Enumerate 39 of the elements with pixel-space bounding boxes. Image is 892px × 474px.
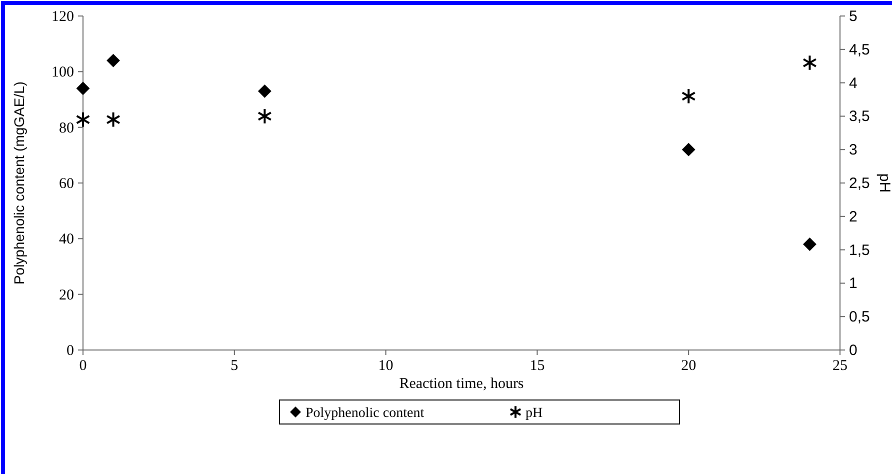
y2-tick-label: 2 — [849, 208, 858, 226]
x-axis-title: Reaction time, hours — [399, 376, 524, 392]
y-tick-label: 40 — [59, 232, 74, 248]
legend-label: Polyphenolic content — [306, 406, 424, 421]
x-tick-label: 0 — [79, 358, 87, 374]
x-tick-label: 10 — [378, 358, 394, 374]
y2-axis-title: pH — [876, 173, 892, 193]
x-tick-label: 20 — [681, 358, 696, 374]
y-tick-label: 60 — [59, 176, 74, 192]
point — [803, 238, 816, 251]
x-tick-label: 5 — [230, 358, 238, 374]
point — [76, 82, 90, 96]
y2-tick-label: 3,5 — [849, 108, 870, 126]
y-tick-label: 20 — [59, 287, 74, 304]
y2-tick-label: 1 — [849, 275, 858, 292]
point — [106, 54, 120, 68]
point — [76, 111, 90, 128]
y2-tick-label: 0,5 — [849, 308, 870, 326]
y2-tick-label: 2,5 — [849, 175, 870, 192]
point — [681, 88, 696, 104]
y-tick-label: 120 — [52, 9, 74, 25]
legend-label: pH — [526, 406, 543, 421]
point — [802, 54, 817, 71]
y2-tick-label: 1,5 — [849, 242, 870, 259]
x-tick-label: 25 — [832, 358, 848, 374]
y2-tick-label: 5 — [849, 8, 858, 25]
point — [106, 111, 120, 128]
y2-tick-label: 0 — [849, 342, 858, 359]
y2-tick-label: 4 — [849, 74, 858, 92]
y2-tick-label: 4,5 — [849, 41, 870, 58]
point — [257, 108, 272, 124]
x-tick-label: 15 — [530, 358, 545, 374]
y-tick-label: 80 — [59, 120, 74, 136]
y-axis-title: Polyphenolic content (mgGAE/L) — [11, 81, 27, 285]
point — [258, 84, 272, 98]
y-tick-label: 100 — [52, 64, 74, 81]
point — [682, 142, 696, 156]
y-tick-label: 0 — [66, 343, 74, 359]
y2-tick-label: 3 — [849, 142, 858, 159]
